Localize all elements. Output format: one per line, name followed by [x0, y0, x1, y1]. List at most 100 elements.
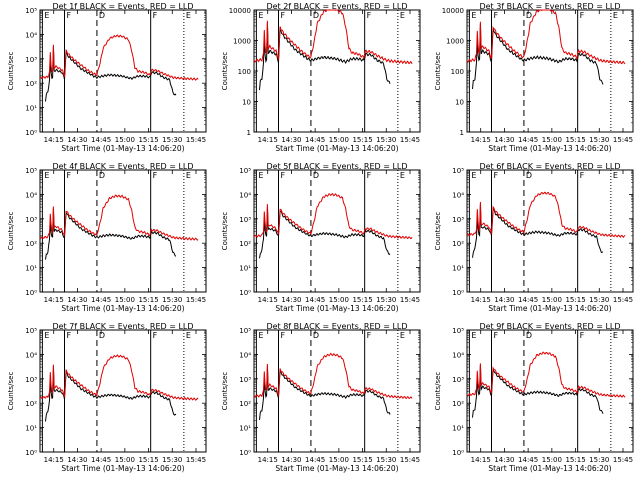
panel-3: Det 3f BLACK = Events, RED = LLD 1 10 100 10…: [434, 2, 634, 153]
panel-title: Det 4f BLACK = Events, RED = LLD: [52, 162, 193, 171]
plot-frame: [39, 169, 207, 293]
panel-title: Det 8f BLACK = Events, RED = LLD: [266, 322, 407, 331]
y-tick-label: 10¹: [452, 265, 464, 273]
y-axis-label: Counts/sec: [221, 372, 229, 411]
y-tick-label: 10⁵: [239, 327, 251, 335]
x-tick-label: 15:00: [115, 296, 135, 304]
series-lld: [466, 191, 626, 238]
y-tick-label: 10¹: [239, 425, 251, 433]
x-tick-label: 14:15: [44, 456, 64, 464]
x-tick-label: 15:00: [542, 136, 562, 144]
x-tick-label: 14:30: [67, 136, 87, 144]
series-events: [472, 364, 604, 418]
time-marker-label: F: [367, 11, 372, 20]
y-tick-label: 10³: [25, 376, 37, 384]
time-marker-label: E: [400, 171, 405, 180]
panel-title: Det 3f BLACK = Events, RED = LLD: [479, 2, 620, 11]
time-marker-label: F: [367, 331, 372, 340]
x-tick-label: 14:45: [518, 456, 538, 464]
panel-title: Det 6f BLACK = Events, RED = LLD: [479, 162, 620, 171]
series-events: [259, 207, 391, 259]
y-tick-label: 10²: [452, 240, 464, 248]
x-tick-label: 15:45: [186, 456, 206, 464]
x-tick-label: 15:45: [186, 136, 206, 144]
y-tick-label: 10⁴: [25, 351, 37, 359]
panel-title: Det 5f BLACK = Events, RED = LLD: [266, 162, 407, 171]
x-tick-label: 14:30: [281, 456, 301, 464]
y-tick-label: 10²: [25, 240, 37, 248]
y-tick-label: 10⁰: [239, 289, 251, 297]
time-marker-label: D: [313, 11, 319, 20]
y-tick-label: 10⁵: [25, 167, 37, 175]
x-tick-label: 14:15: [44, 136, 64, 144]
series-lld: [253, 352, 413, 399]
panel-7: Det 7f BLACK = Events, RED = LLD 10⁰ 10¹ 10…: [7, 322, 207, 473]
y-tick-label: 10⁵: [452, 167, 464, 175]
time-marker-label: D: [99, 171, 105, 180]
x-tick-label: 14:15: [258, 136, 278, 144]
time-marker-label: F: [281, 11, 286, 20]
y-tick-label: 10⁰: [25, 449, 37, 457]
x-tick-label: 15:45: [186, 296, 206, 304]
x-tick-label: 15:15: [138, 136, 158, 144]
x-axis-label: Start Time (01-May-13 14:06:20): [61, 304, 184, 313]
x-tick-label: 15:45: [400, 136, 420, 144]
panel-title: Det 7f BLACK = Events, RED = LLD: [52, 322, 193, 331]
plot-frame: [466, 169, 634, 293]
x-axis-label: Start Time (01-May-13 14:06:20): [61, 144, 184, 153]
series-lld: [39, 354, 199, 401]
x-tick-label: 15:45: [613, 456, 633, 464]
series-lld: [253, 192, 413, 240]
time-marker-label: E: [44, 171, 49, 180]
x-tick-label: 15:15: [352, 136, 372, 144]
x-tick-label: 14:30: [67, 456, 87, 464]
x-tick-label: 15:15: [352, 296, 372, 304]
x-tick-label: 14:45: [305, 296, 325, 304]
y-tick-label: 10⁴: [25, 191, 37, 199]
y-tick-label: 10³: [239, 216, 251, 224]
time-marker-label: E: [186, 331, 191, 340]
y-tick-label: 10²: [25, 80, 37, 88]
x-tick-label: 14:15: [44, 296, 64, 304]
time-marker-label: F: [153, 171, 158, 180]
time-marker-label: F: [494, 11, 499, 20]
time-marker-label: E: [400, 11, 405, 20]
x-axis-label: Start Time (01-May-13 14:06:20): [488, 464, 611, 473]
x-axis-label: Start Time (01-May-13 14:06:20): [275, 464, 398, 473]
y-tick-label: 1: [460, 129, 464, 137]
y-tick-label: 10²: [452, 400, 464, 408]
x-tick-label: 15:30: [162, 296, 182, 304]
time-marker-label: F: [67, 331, 72, 340]
x-tick-label: 15:00: [329, 296, 349, 304]
series-lld: [466, 351, 626, 398]
y-tick-label: 10¹: [25, 105, 37, 113]
time-marker-label: E: [471, 11, 476, 20]
x-tick-label: 14:45: [518, 136, 538, 144]
time-marker-label: E: [44, 11, 49, 20]
time-marker-label: F: [281, 331, 286, 340]
x-tick-label: 14:15: [471, 456, 491, 464]
time-marker-label: D: [99, 11, 105, 20]
plot-frame: [39, 329, 207, 453]
panel-title: Det 9f BLACK = Events, RED = LLD: [479, 322, 620, 331]
x-tick-label: 14:15: [258, 296, 278, 304]
time-marker-label: F: [494, 171, 499, 180]
x-tick-label: 14:45: [91, 296, 111, 304]
y-tick-label: 10⁴: [452, 351, 464, 359]
x-axis-label: Start Time (01-May-13 14:06:20): [61, 464, 184, 473]
series-lld: [39, 34, 199, 81]
x-axis-label: Start Time (01-May-13 14:06:20): [275, 144, 398, 153]
y-tick-label: 1: [247, 129, 251, 137]
y-tick-label: 10³: [452, 376, 464, 384]
series-events: [472, 23, 604, 90]
x-tick-label: 14:45: [518, 296, 538, 304]
x-tick-label: 14:45: [305, 136, 325, 144]
y-tick-label: 10⁰: [25, 289, 37, 297]
time-marker-label: D: [99, 331, 105, 340]
time-marker-label: D: [313, 331, 319, 340]
time-marker-label: F: [580, 331, 585, 340]
x-tick-label: 15:30: [376, 296, 396, 304]
y-axis-label: Counts/sec: [7, 372, 15, 411]
time-marker-label: E: [258, 331, 263, 340]
